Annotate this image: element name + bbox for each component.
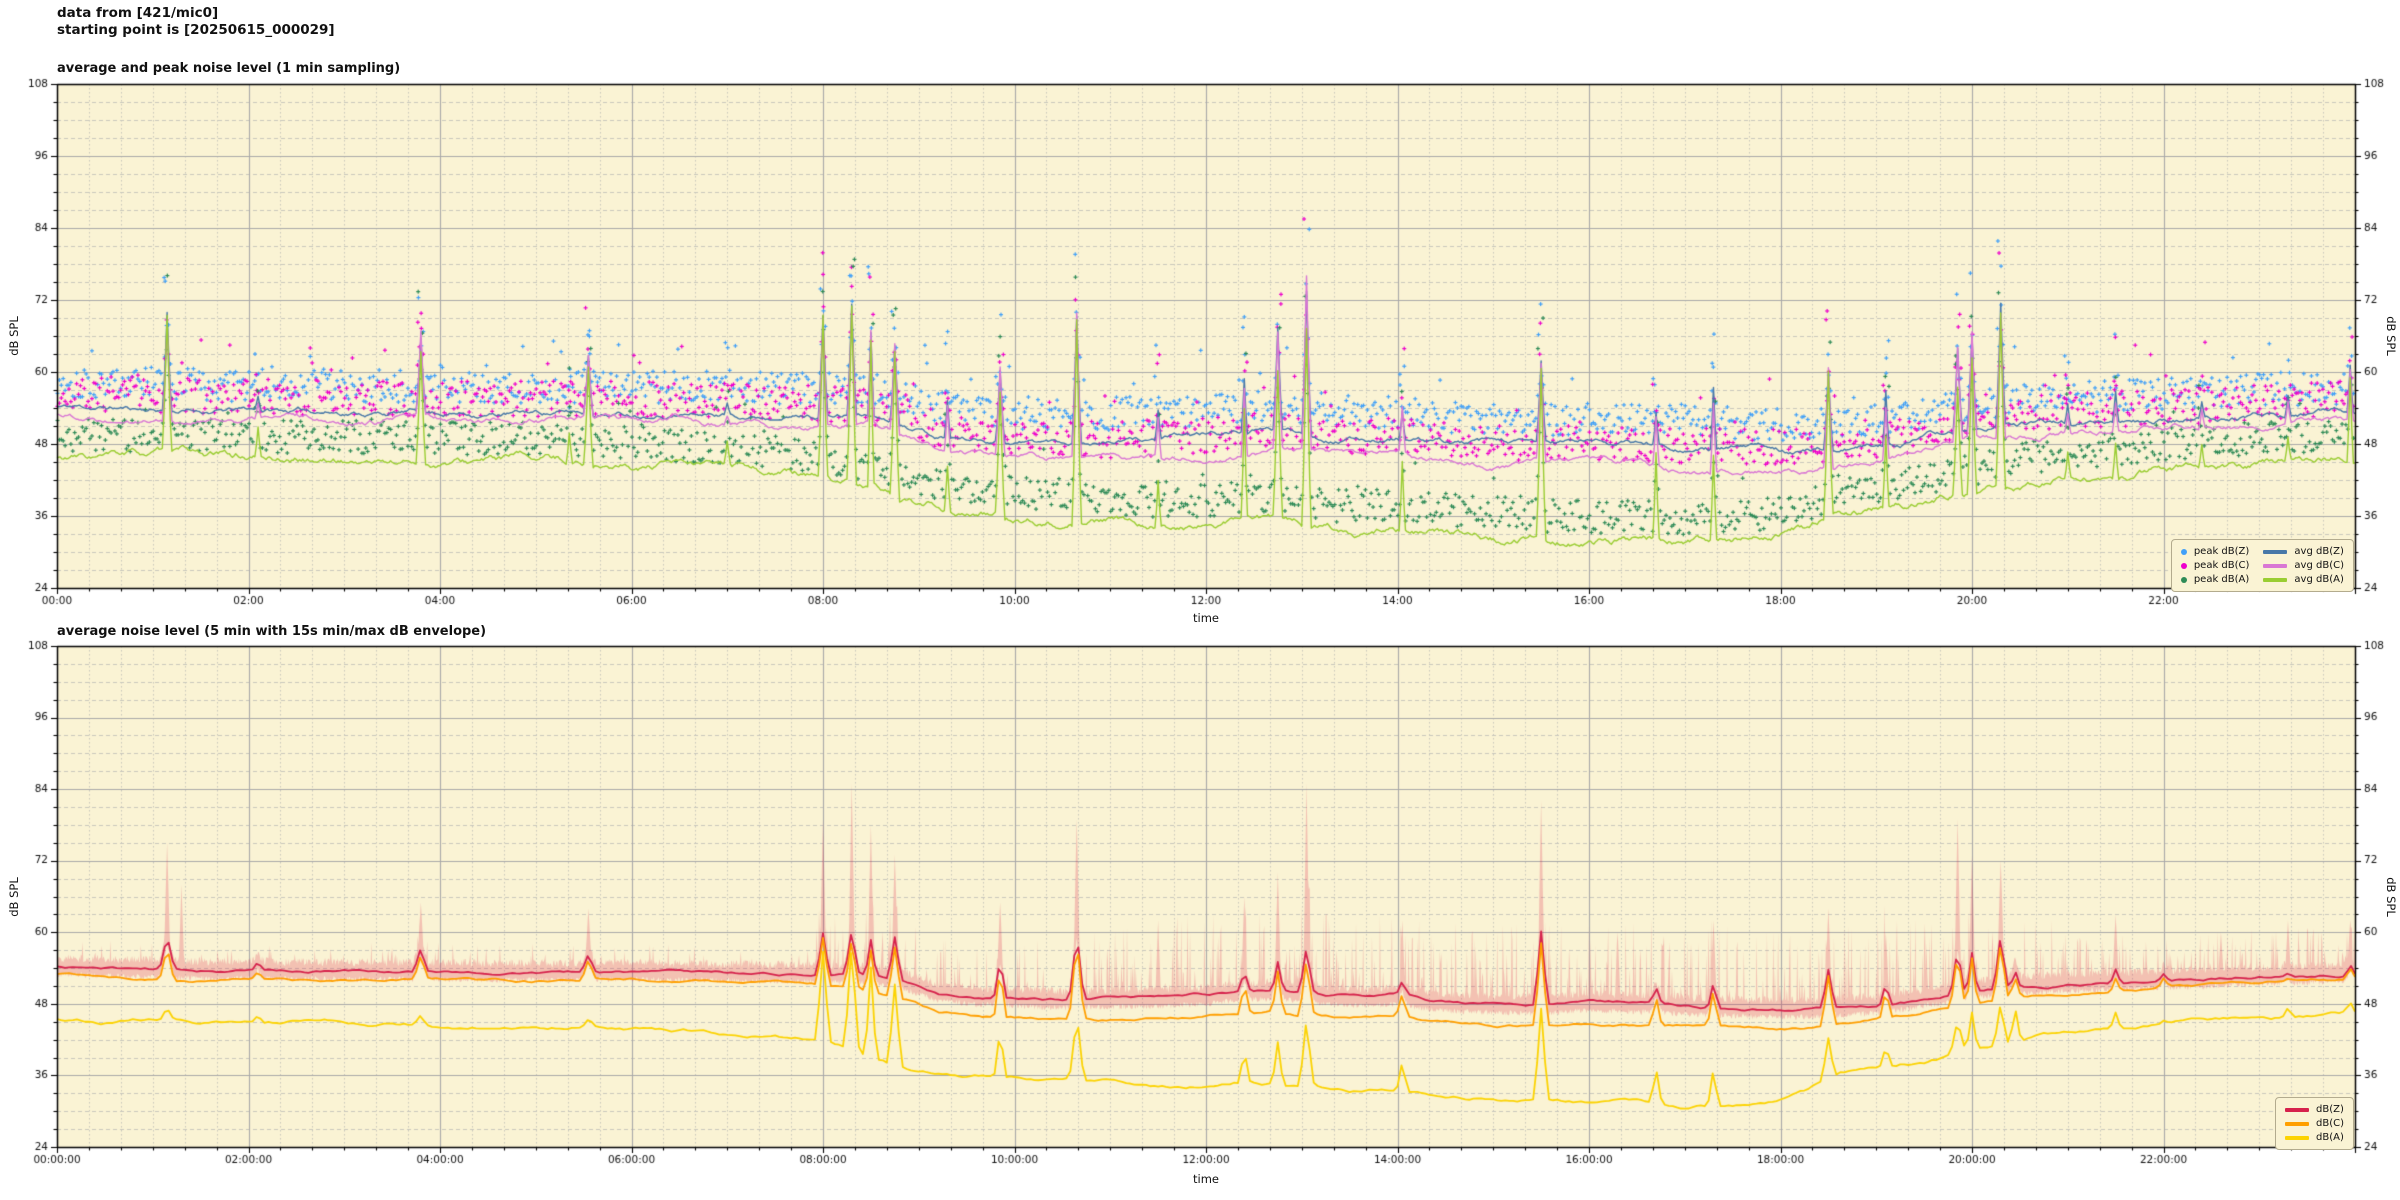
line-marker-icon <box>2263 577 2288 582</box>
top-chart-yaxis-label-left: dB SPL <box>7 316 21 356</box>
bottom-chart-title: average noise level (5 min with 15s min/… <box>57 624 487 639</box>
legend-label: dB(C) <box>2316 1118 2344 1129</box>
bottom-chart-xaxis-label: time <box>1193 1172 1219 1186</box>
legend-entry: peak dB(C) <box>2180 559 2250 572</box>
top-chart-xaxis-label: time <box>1193 611 1219 625</box>
legend-entry: avg dB(Z) <box>2263 545 2344 558</box>
scatter-marker-icon <box>2180 576 2187 583</box>
legend-label: dB(Z) <box>2316 1104 2344 1115</box>
legend-label: peak dB(Z) <box>2193 546 2250 557</box>
legend-entry: avg dB(C) <box>2263 559 2344 572</box>
legend-label: peak dB(A) <box>2193 574 2250 585</box>
legend-entry: dB(C) <box>2285 1117 2344 1130</box>
top-chart-title: average and peak noise level (1 min samp… <box>57 61 401 76</box>
header-starting-point: starting point is [20250615_000029] <box>57 22 335 38</box>
legend-entry: dB(A) <box>2285 1131 2344 1144</box>
legend-entry: peak dB(Z) <box>2180 545 2250 558</box>
header-data-source: data from [421/mic0] <box>57 5 219 21</box>
legend-label: avg dB(C) <box>2294 560 2344 571</box>
scatter-marker-icon <box>2180 548 2187 555</box>
legend-label: avg dB(A) <box>2294 574 2344 585</box>
line-marker-icon <box>2285 1121 2309 1126</box>
top-chart-legend: peak dB(Z) peak dB(C) peak dB(A) avg dB(Z) a… <box>2170 539 2354 592</box>
top-chart-yaxis-label-right: dB SPL <box>2384 316 2398 356</box>
bottom-chart-yaxis-label-right: dB SPL <box>2384 877 2398 917</box>
legend-column: dB(Z) dB(C) dB(A) <box>2285 1103 2344 1144</box>
legend-entry: avg dB(A) <box>2263 573 2344 586</box>
line-marker-icon <box>2285 1135 2309 1140</box>
legend-entry: peak dB(A) <box>2180 573 2250 586</box>
bottom-chart-legend: dB(Z) dB(C) dB(A) <box>2275 1097 2354 1150</box>
line-marker-icon <box>2285 1107 2309 1112</box>
legend-label: peak dB(C) <box>2193 560 2250 571</box>
scatter-marker-icon <box>2180 562 2187 569</box>
line-marker-icon <box>2263 563 2288 568</box>
line-marker-icon <box>2263 549 2288 554</box>
legend-column: avg dB(Z) avg dB(C) avg dB(A) <box>2263 545 2344 586</box>
legend-label: dB(A) <box>2316 1132 2344 1143</box>
legend-column: peak dB(Z) peak dB(C) peak dB(A) <box>2180 545 2250 586</box>
legend-entry: dB(Z) <box>2285 1103 2344 1116</box>
bottom-chart-yaxis-label-left: dB SPL <box>7 877 21 917</box>
legend-label: avg dB(Z) <box>2294 546 2344 557</box>
